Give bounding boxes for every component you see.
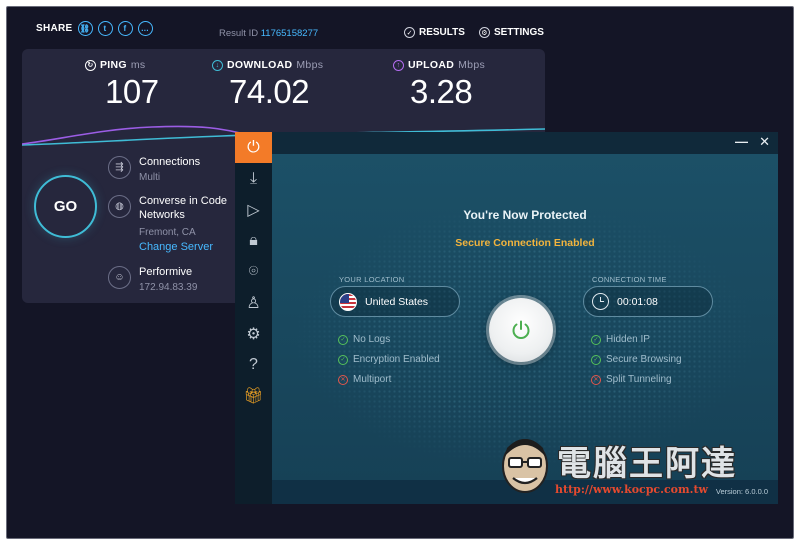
upload-label: UPLOAD — [408, 59, 455, 71]
watermark-title: 電腦王阿達 — [557, 444, 737, 484]
version-label: Version: 6.0.0.0 — [715, 487, 768, 496]
location-label: YOUR LOCATION — [339, 275, 405, 284]
globe-icon: ◍ — [108, 195, 131, 218]
user-icon: ☺ — [108, 266, 131, 289]
power-icon — [512, 320, 530, 339]
connection-time-label: CONNECTION TIME — [592, 275, 667, 284]
isp-ip: 172.94.83.39 — [139, 282, 198, 293]
ping-icon: ↻ — [85, 59, 96, 71]
watermark: 電腦王阿達 http://www.kocpc.com.tw — [495, 428, 785, 508]
gear-icon[interactable]: ⚙ — [246, 325, 261, 343]
download-arrow-icon: ↓ — [212, 59, 223, 71]
feature-label: No Logs — [353, 334, 391, 345]
upload-arrow-icon: ↑ — [393, 59, 404, 71]
feature-encryption: ✓ Encryption Enabled — [338, 354, 440, 365]
power-toggle-button[interactable] — [489, 298, 553, 362]
ping-label: PING — [100, 59, 127, 71]
play-icon[interactable]: ▷ — [247, 201, 260, 219]
feature-label: Hidden IP — [606, 334, 650, 345]
cross-icon: ✕ — [338, 374, 348, 385]
isp-name: Performive — [139, 266, 193, 278]
vpn-titlebar: — ✕ — [272, 132, 778, 154]
mascot-face-icon — [502, 439, 548, 493]
download-unit: Mbps — [296, 59, 324, 71]
clock-icon — [592, 293, 609, 310]
isp-info: ☺ Performive 172.94.83.39 — [108, 266, 197, 293]
connection-time-value: 00:01:08 — [617, 295, 658, 308]
speedtest-header: SHARE ⛓ t f … Result ID 11765158277 ✓ RE… — [7, 7, 793, 47]
connections-title: Connections — [139, 156, 201, 168]
vpn-window: ⏻ ⤓ ▷ 🔒︎ ⌾ ♙ ⚙ ? 🎁︎ — ✕ You're Now Prote… — [235, 132, 778, 504]
results-label: RESULTS — [419, 27, 465, 38]
connections-info: ⇶ Connections Multi — [108, 156, 200, 183]
cross-icon: ✕ — [591, 374, 601, 385]
facebook-icon[interactable]: f — [117, 21, 133, 36]
upload-unit: Mbps — [458, 59, 486, 71]
download-value: 74.02 — [229, 73, 310, 110]
vpn-sidebar: ⏻ ⤓ ▷ 🔒︎ ⌾ ♙ ⚙ ? 🎁︎ — [235, 132, 272, 504]
server-info: ◍ Converse in Code Networks Fremont, CA … — [108, 195, 227, 253]
feature-hidden-ip: ✓ Hidden IP — [591, 334, 650, 345]
more-icon[interactable]: … — [137, 21, 153, 36]
feature-no-logs: ✓ No Logs — [338, 334, 390, 345]
change-server-link[interactable]: Change Server — [139, 241, 213, 253]
twitter-icon[interactable]: t — [97, 21, 113, 36]
upload-metric: ↑ UPLOAD Mbps 3.28 — [393, 59, 485, 111]
feature-split-tunneling: ✕ Split Tunneling — [591, 374, 672, 385]
results-button[interactable]: ✓ RESULTS — [404, 27, 465, 38]
check-circle-icon: ✓ — [404, 27, 415, 38]
download-label: DOWNLOAD — [227, 59, 293, 71]
download-icon[interactable]: ⤓ — [249, 169, 258, 187]
help-icon[interactable]: ? — [249, 355, 258, 373]
upload-value: 3.28 — [410, 73, 473, 110]
check-icon: ✓ — [338, 334, 348, 345]
feature-label: Multiport — [353, 374, 392, 385]
location-pin-icon[interactable]: ⌾ — [248, 262, 259, 280]
gift-icon[interactable]: 🎁︎ — [243, 387, 264, 405]
feature-secure-browsing: ✓ Secure Browsing — [591, 354, 682, 365]
user-icon[interactable]: ♙ — [246, 294, 261, 312]
go-button[interactable]: GO — [34, 175, 97, 238]
protected-heading: You're Now Protected — [463, 208, 587, 222]
server-name-line1: Converse in Code — [139, 195, 228, 207]
download-metric: ↓ DOWNLOAD Mbps 74.02 — [212, 59, 323, 111]
connections-icon: ⇶ — [108, 156, 131, 179]
feature-multiport: ✕ Multiport — [338, 374, 391, 385]
speedtest-menu: ✓ RESULTS ⚙ SETTINGS — [404, 27, 544, 38]
minimize-button[interactable]: — — [735, 134, 748, 149]
close-button[interactable]: ✕ — [759, 134, 770, 149]
share-label: SHARE — [36, 23, 73, 34]
us-flag-icon — [339, 292, 357, 311]
check-icon: ✓ — [338, 354, 348, 365]
check-icon: ✓ — [591, 334, 601, 345]
feature-label: Encryption Enabled — [353, 354, 440, 365]
watermark-url: http://www.kocpc.com.tw — [555, 483, 709, 496]
secure-connection-status: Secure Connection Enabled — [455, 237, 595, 249]
server-location: Fremont, CA — [139, 227, 196, 238]
location-selector[interactable]: United States — [330, 286, 460, 317]
settings-label: SETTINGS — [493, 27, 544, 38]
download-graph-line — [22, 128, 545, 146]
connections-value[interactable]: Multi — [139, 172, 161, 183]
result-id-value[interactable]: 11765158277 — [260, 28, 319, 39]
share-bar: SHARE ⛓ t f … — [36, 21, 153, 36]
ping-metric: ↻ PING ms 107 — [85, 59, 159, 111]
link-icon[interactable]: ⛓ — [77, 21, 93, 36]
ping-value: 107 — [105, 73, 159, 110]
feature-label: Split Tunneling — [606, 374, 672, 385]
lock-icon[interactable]: 🔒︎ — [249, 231, 258, 249]
gear-icon: ⚙ — [478, 27, 490, 38]
ping-unit: ms — [130, 59, 146, 71]
settings-button[interactable]: ⚙ SETTINGS — [478, 27, 544, 38]
power-icon[interactable]: ⏻ — [235, 132, 272, 163]
connection-time-display: 00:01:08 — [583, 286, 713, 317]
feature-label: Secure Browsing — [606, 354, 682, 365]
check-icon: ✓ — [591, 354, 601, 365]
result-id: Result ID 11765158277 — [219, 28, 318, 39]
location-value: United States — [365, 295, 429, 308]
server-name-line2: Networks — [139, 209, 185, 221]
result-id-label: Result ID — [219, 28, 259, 39]
